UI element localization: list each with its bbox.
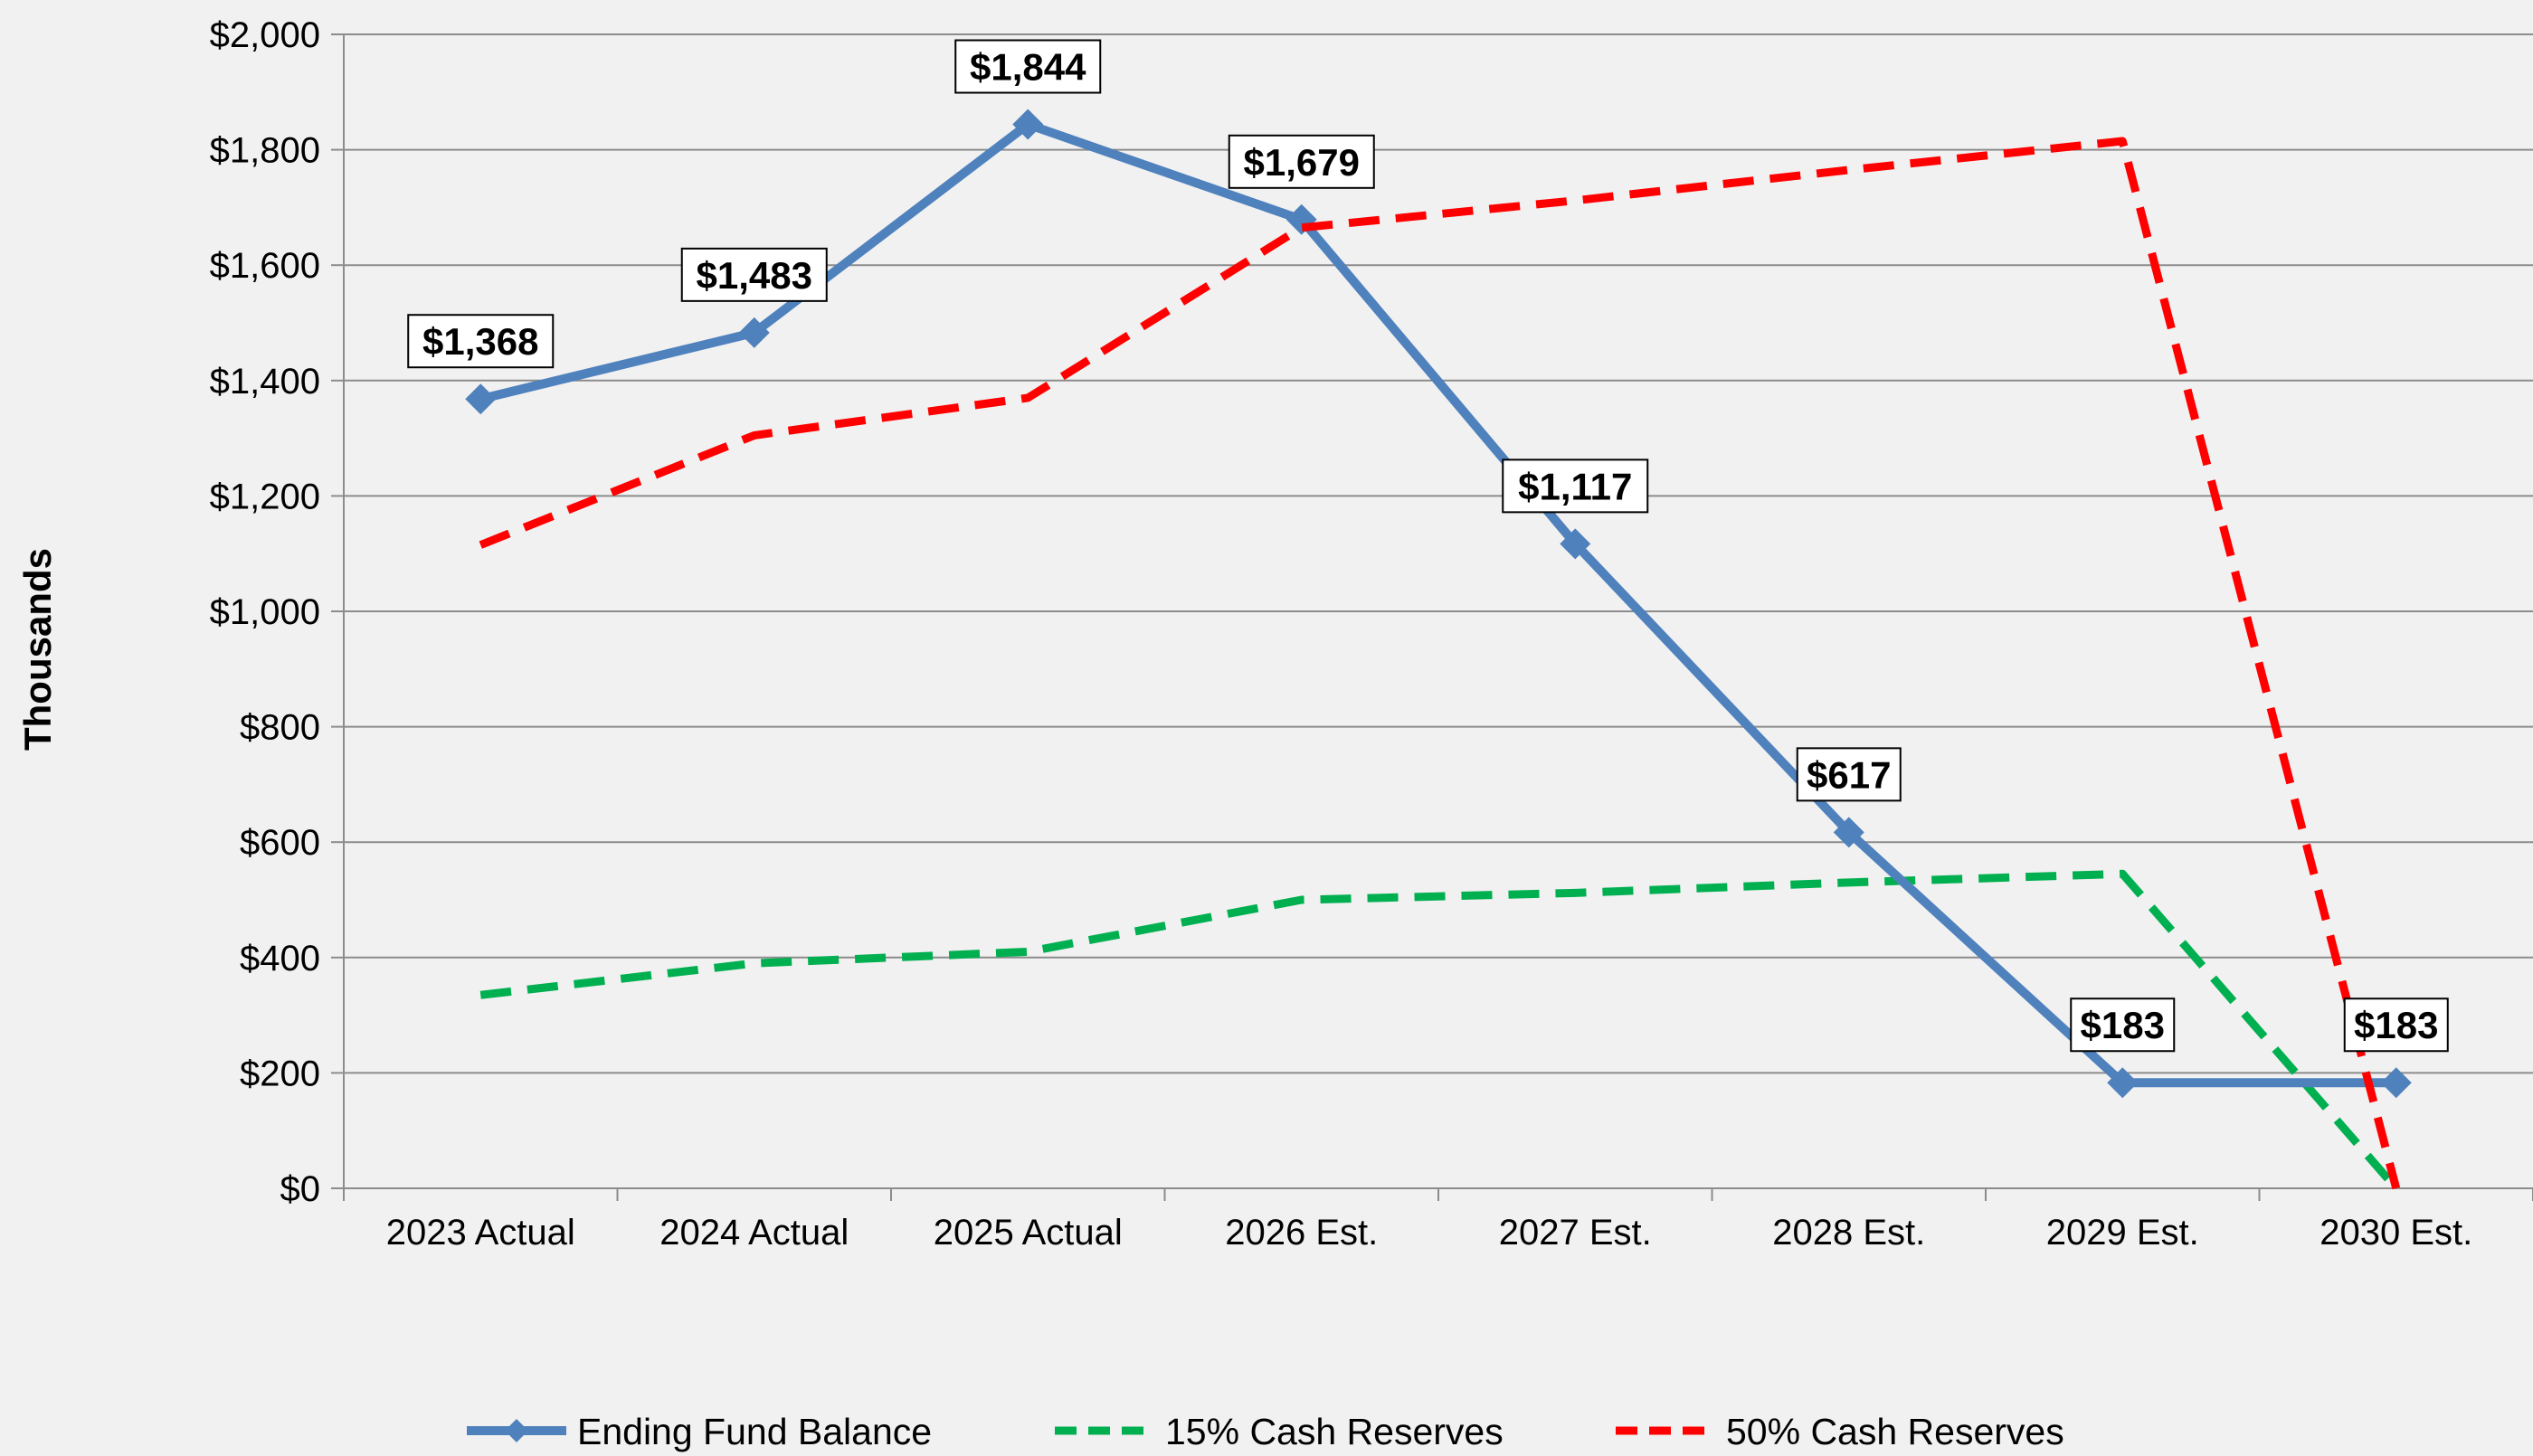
x-tick-label: 2023 Actual [386,1213,575,1253]
data-point-marker [1833,817,1864,848]
x-axis-ticks: 2023 Actual 2024 Actual 2025 Actual 2026 Es… [343,1188,2533,1253]
y-tick-label: $1,200 [210,477,320,516]
data-label-text: $1,117 [1518,465,1632,507]
data-label: $1,679 [1228,134,1375,189]
x-tick-label: 2027 Est. [1499,1213,1652,1253]
data-label: $617 [1796,747,1902,802]
x-tick-label: 2024 Actual [659,1213,849,1253]
data-label-box [680,247,828,302]
y-tick-label: $400 [240,939,320,979]
data-label-box [954,39,1102,94]
x-tick-label: 2026 Est. [1225,1213,1378,1253]
x-tick-label: 2028 Est. [1772,1213,1925,1253]
data-label-box [2343,997,2449,1053]
y-tick-label: $800 [240,708,320,748]
data-label-box [1796,747,1902,802]
legend-item-15-cash-reserves: 15% Cash Reserves [1055,1411,1504,1452]
data-labels: $1,368 $1,483 $1,844 $1,679 $1,117 $617 $183 $1… [407,39,2449,1053]
y-axis-ticks: $0 $200 $400 $600 $800 $1,000 $1,200 $1,400 $1,6… [210,15,344,1209]
data-label: $1,483 [680,247,828,302]
data-label-box [1502,459,1649,514]
data-label-text: $1,483 [697,254,812,297]
y-tick-label: $0 [280,1169,321,1209]
legend: Ending Fund Balance 15% Cash Reserves 50% … [467,1411,2064,1452]
x-tick-label: 2025 Actual [934,1213,1123,1253]
x-tick-label: 2029 Est. [2046,1213,2199,1253]
y-tick-label: $1,600 [210,246,320,286]
data-label-text: $1,368 [422,320,538,363]
data-point-marker [1560,528,1591,560]
series-line-15-cash-reserves [479,869,2400,1191]
y-tick-label: $1,800 [210,131,320,171]
data-point-marker [738,317,770,348]
data-label-box [2070,997,2176,1053]
data-point-marker [2380,1067,2412,1099]
data-label: $1,844 [954,39,1102,94]
legend-label: Ending Fund Balance [577,1411,932,1452]
y-tick-label: $200 [240,1054,320,1093]
legend-swatch-marker [505,1419,528,1442]
data-label-text: $183 [2081,1004,2165,1046]
x-tick-label: 2030 Est. [2320,1213,2472,1253]
series-line-50-cash-reserves [479,137,2401,1190]
data-point-marker [2107,1067,2139,1099]
y-tick-label: $1,000 [210,592,320,632]
data-point-marker [1012,109,1044,140]
y-tick-label: $600 [240,823,320,863]
data-label-text: $617 [1807,753,1891,796]
data-label: $183 [2070,997,2176,1053]
data-label: $1,368 [407,314,555,369]
data-label-text: $1,679 [1244,141,1360,184]
data-label-text: $183 [2354,1004,2438,1046]
data-label-box [407,314,555,369]
data-label-text: $1,844 [970,46,1086,89]
legend-item-50-cash-reserves: 50% Cash Reserves [1616,1411,2064,1452]
legend-label: 15% Cash Reserves [1165,1411,1504,1452]
data-point-marker [465,383,497,415]
y-tick-label: $1,400 [210,362,320,402]
data-label: $183 [2343,997,2449,1053]
y-axis-title: Thousands [16,548,59,751]
legend-label: 50% Cash Reserves [1726,1411,2064,1452]
data-label-box [1228,134,1375,189]
y-tick-label: $2,000 [210,15,320,55]
legend-item-ending-fund-balance: Ending Fund Balance [467,1411,932,1452]
data-label: $1,117 [1502,459,1649,514]
